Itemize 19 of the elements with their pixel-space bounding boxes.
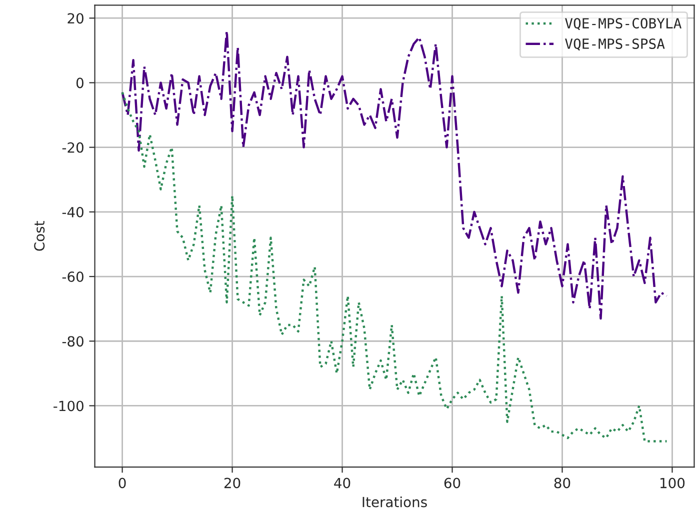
x-axis-title: Iterations: [362, 496, 427, 508]
y-axis-title: Cost: [34, 221, 45, 251]
y-tick-label: 20: [68, 13, 84, 24]
y-tick-label: 0: [76, 78, 84, 88]
y-tick-label: -80: [62, 336, 84, 347]
y-tick-label: -60: [62, 271, 84, 282]
x-tick-label: 100: [660, 478, 685, 488]
line-series: [121, 91, 668, 442]
x-tick-label: 60: [444, 478, 460, 488]
x-tick-label: 20: [224, 478, 240, 488]
legend-label: VQE-MPS-COBYLA: [565, 18, 682, 30]
legend-label: VQE-MPS-SPSA: [565, 38, 665, 51]
x-tick-label: 0: [118, 478, 126, 488]
x-tick-label: 40: [334, 478, 350, 488]
x-tick-label: 80: [554, 478, 570, 488]
y-tick-label: -100: [54, 400, 84, 412]
y-tick-label: -20: [62, 142, 84, 153]
line-series: [121, 30, 668, 320]
y-tick-label: -40: [62, 206, 84, 218]
